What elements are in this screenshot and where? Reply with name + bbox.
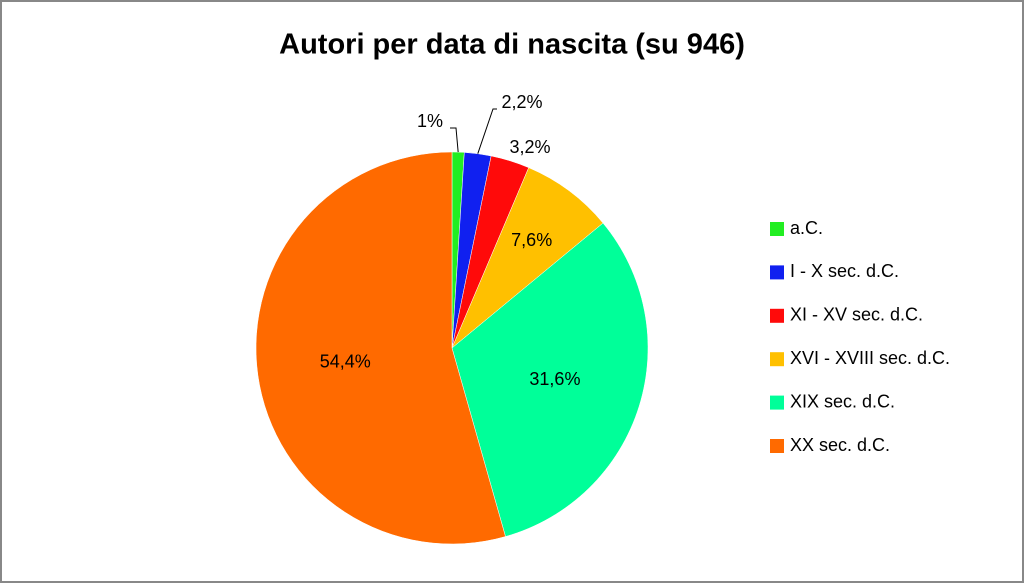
chart-title: Autori per data di nascita (su 946) — [279, 29, 745, 61]
data-label: 31,6% — [529, 369, 580, 389]
legend-swatch — [770, 222, 784, 236]
legend-label: XI - XV sec. d.C. — [790, 305, 923, 325]
data-label: 54,4% — [320, 352, 371, 372]
leader-line — [450, 127, 459, 153]
legend-label: XIX sec. d.C. — [790, 391, 895, 411]
pie-slice — [451, 222, 649, 537]
pie-slice — [255, 151, 506, 545]
legend-label: I - X sec. d.C. — [790, 261, 899, 281]
legend-swatch — [770, 265, 784, 280]
data-label: 7,6% — [511, 230, 552, 250]
legend-swatch — [770, 308, 784, 323]
pie-slice — [451, 167, 604, 349]
legend-label: XVI - XVIII sec. d.C. — [790, 348, 950, 368]
leader-line — [477, 108, 497, 154]
data-label: 2,2% — [501, 92, 542, 112]
legend-swatch — [770, 439, 784, 453]
data-label: 1% — [417, 111, 443, 131]
legend-label: a.C. — [790, 218, 823, 238]
legend-swatch — [770, 352, 784, 367]
legend-label: XX sec. d.C. — [790, 435, 890, 455]
legend-swatch — [770, 395, 784, 410]
data-label: 3,2% — [509, 137, 550, 157]
